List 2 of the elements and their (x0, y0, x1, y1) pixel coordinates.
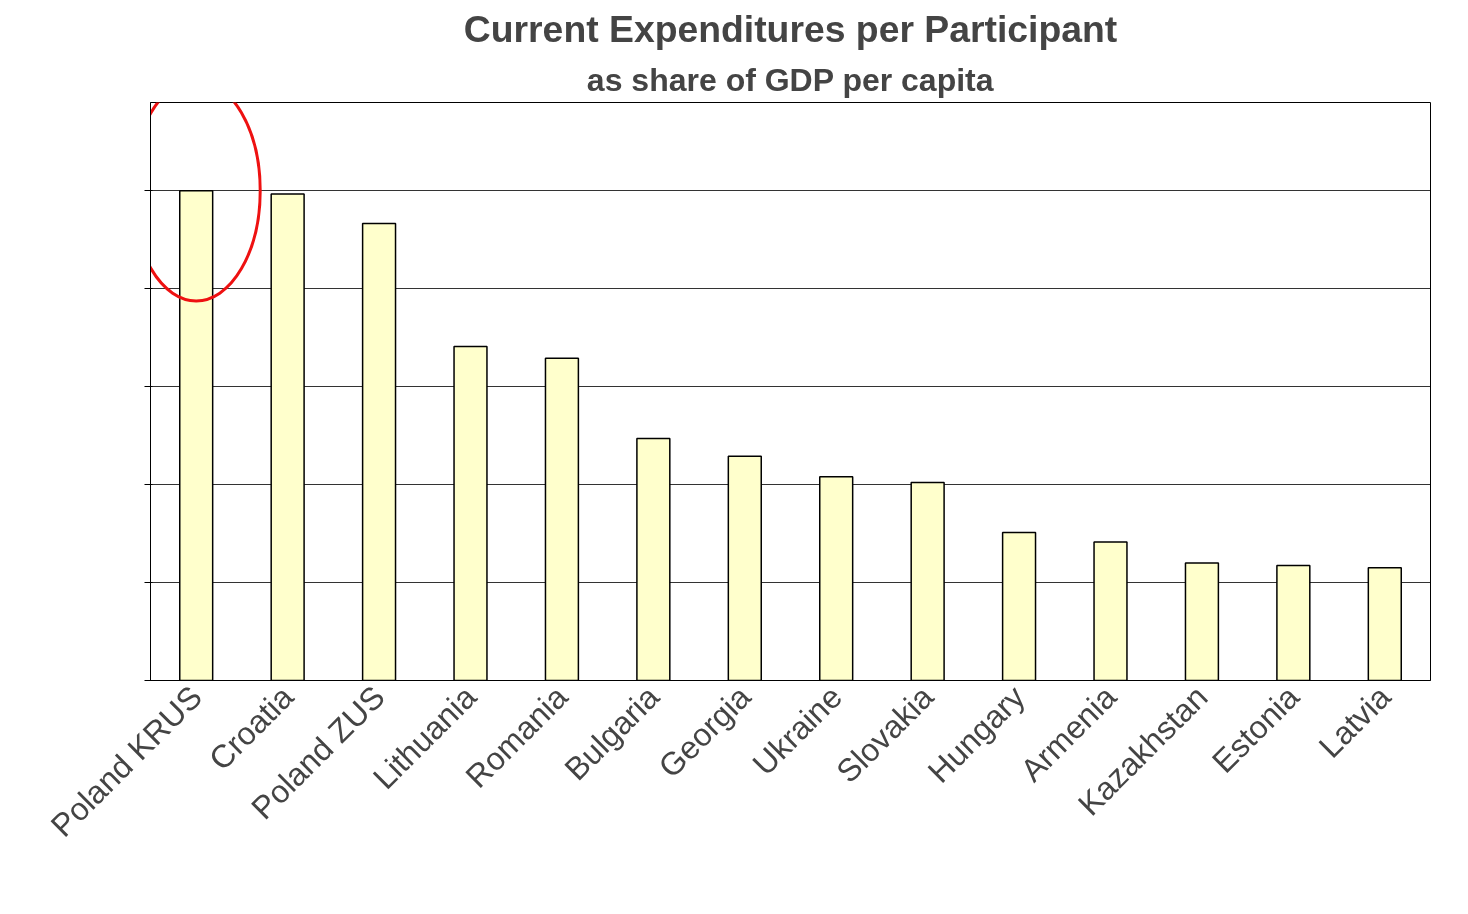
chart-subtitle: as share of GDP per capita (586, 61, 994, 98)
chart-title: Current Expenditures per Participant (463, 7, 1118, 50)
